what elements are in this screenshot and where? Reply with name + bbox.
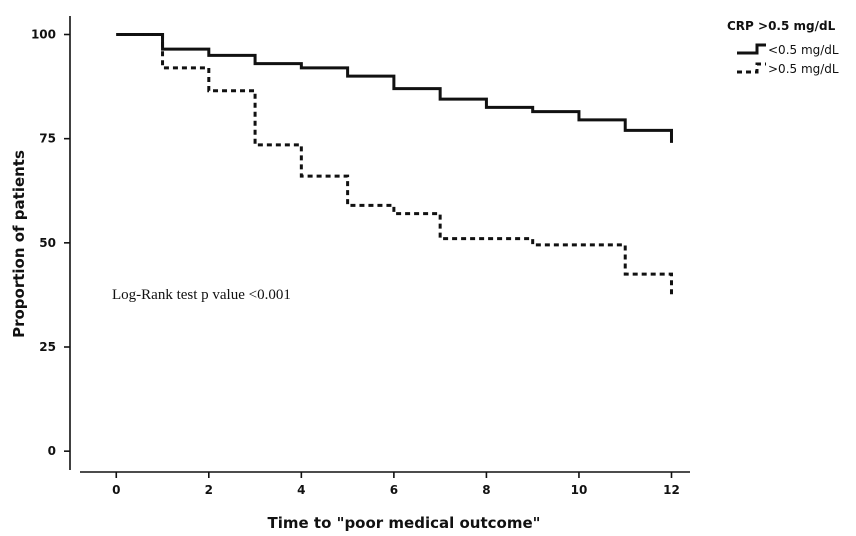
x-axis-title: Time to "poor medical outcome": [268, 514, 541, 532]
x-tick-label: 10: [571, 483, 588, 497]
y-ticks: 0 25 50 75 100: [31, 28, 70, 458]
x-tick-label: 12: [663, 483, 680, 497]
legend-symbol-crp-high: [737, 62, 766, 74]
y-tick-label: 75: [39, 132, 56, 146]
legend: CRP >0.5 mg/dL <0.5 mg/dL >0.5 mg/dL: [727, 19, 839, 76]
x-tick-label: 6: [390, 483, 398, 497]
y-tick-label: 100: [31, 28, 56, 42]
legend-label-crp-high: >0.5 mg/dL: [768, 62, 839, 76]
x-tick-label: 4: [297, 483, 305, 497]
x-ticks: 0 2 4 6 8 10 12: [112, 472, 680, 497]
x-tick-label: 0: [112, 483, 120, 497]
x-tick-label: 2: [205, 483, 213, 497]
legend-title: CRP >0.5 mg/dL: [727, 19, 836, 33]
legend-label-crp-low: <0.5 mg/dL: [768, 43, 839, 57]
series-line-crp-low: [116, 33, 673, 143]
y-axis-title: Proportion of patients: [10, 150, 28, 338]
y-tick-label: 0: [48, 444, 56, 458]
y-tick-label: 50: [39, 236, 56, 250]
legend-symbol-crp-low: [737, 43, 766, 55]
survival-curves: [116, 33, 673, 297]
axes: [69, 16, 690, 473]
series-line-crp-high: [116, 33, 673, 297]
y-tick-label: 25: [39, 340, 56, 354]
log-rank-annotation: Log-Rank test p value <0.001: [112, 287, 291, 303]
x-tick-label: 8: [482, 483, 490, 497]
